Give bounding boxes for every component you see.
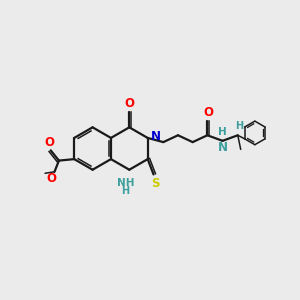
Text: O: O [46, 172, 57, 185]
Text: S: S [151, 177, 160, 190]
Text: N: N [151, 130, 161, 143]
Text: H: H [218, 127, 227, 137]
Text: O: O [203, 106, 213, 119]
Text: O: O [44, 136, 55, 148]
Text: H: H [121, 186, 129, 196]
Text: H: H [235, 121, 243, 131]
Text: NH: NH [117, 178, 134, 188]
Text: O: O [124, 97, 135, 110]
Text: N: N [218, 141, 228, 154]
